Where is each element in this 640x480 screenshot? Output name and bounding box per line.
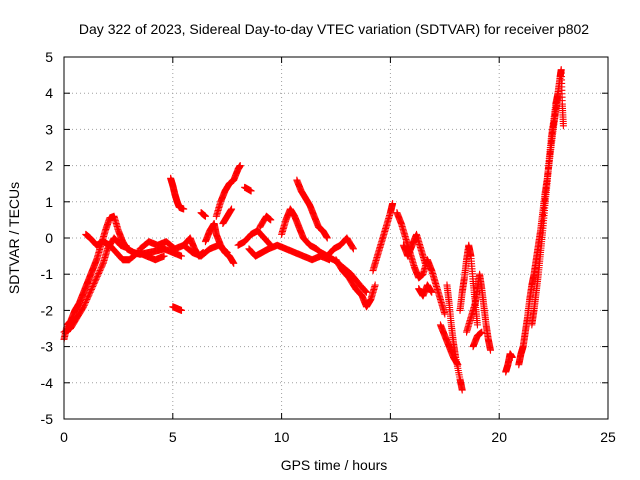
data-point bbox=[428, 288, 436, 296]
y-tick-label: -1 bbox=[41, 266, 54, 282]
data-point bbox=[389, 200, 397, 208]
data-point bbox=[99, 261, 107, 269]
data-point bbox=[94, 271, 102, 279]
data-point bbox=[96, 267, 104, 275]
data-point bbox=[247, 187, 255, 195]
data-point bbox=[80, 301, 88, 309]
data-point bbox=[267, 216, 275, 224]
data-point bbox=[362, 288, 370, 296]
data-point bbox=[178, 252, 186, 260]
data-point bbox=[486, 346, 494, 354]
data-point bbox=[93, 272, 101, 280]
y-tick-label: 0 bbox=[45, 230, 53, 246]
data-point bbox=[458, 386, 466, 394]
data-point bbox=[86, 288, 94, 296]
data-point bbox=[559, 122, 567, 130]
data-point bbox=[95, 268, 103, 276]
data-point bbox=[371, 281, 379, 289]
data-point bbox=[98, 262, 106, 270]
data-point bbox=[478, 328, 486, 336]
y-axis-label: SDTVAR / TECUs bbox=[6, 182, 22, 294]
grid bbox=[64, 57, 608, 419]
y-tick-label: 3 bbox=[45, 121, 53, 137]
x-tick-label: 10 bbox=[274, 429, 290, 445]
data-point bbox=[89, 281, 97, 289]
y-tick-label: -5 bbox=[41, 411, 54, 427]
data-point bbox=[85, 290, 93, 298]
x-tick-label: 5 bbox=[169, 429, 177, 445]
data-point bbox=[349, 245, 357, 253]
data-point bbox=[125, 245, 133, 253]
x-tick-label: 0 bbox=[60, 429, 68, 445]
data-point bbox=[323, 234, 331, 242]
y-tick-label: 2 bbox=[45, 158, 53, 174]
data-point bbox=[92, 275, 100, 283]
data-point bbox=[160, 252, 168, 260]
x-tick-label: 20 bbox=[491, 429, 507, 445]
data-point bbox=[84, 294, 92, 302]
data-point bbox=[87, 287, 95, 295]
data-point bbox=[84, 293, 92, 301]
data-point bbox=[201, 212, 209, 220]
data-point bbox=[81, 300, 89, 308]
data-point bbox=[89, 283, 97, 291]
data-point bbox=[230, 259, 238, 267]
x-tick-label: 25 bbox=[600, 429, 616, 445]
data-point bbox=[97, 265, 105, 273]
data-point bbox=[90, 280, 98, 288]
y-tick-label: -2 bbox=[41, 302, 54, 318]
data-point bbox=[95, 269, 103, 277]
data-point bbox=[91, 278, 99, 286]
data-point bbox=[473, 321, 481, 329]
y-tick-label: 5 bbox=[45, 49, 53, 65]
y-tick-label: 1 bbox=[45, 194, 53, 210]
data-point bbox=[362, 288, 370, 296]
data-point bbox=[508, 353, 516, 361]
axis-ticks: 0 5 10 15 20 25 -5 -4 -3 -2 -1 0 1 2 3 4 5 bbox=[41, 49, 616, 445]
x-tick-label: 15 bbox=[383, 429, 399, 445]
data-point bbox=[83, 296, 91, 304]
data-point bbox=[180, 205, 188, 213]
data-point bbox=[361, 287, 369, 295]
data-point bbox=[236, 162, 244, 170]
data-point bbox=[93, 274, 101, 282]
data-points bbox=[60, 66, 567, 394]
data-point bbox=[85, 291, 93, 299]
data-point bbox=[349, 244, 357, 252]
y-tick-label: 4 bbox=[45, 85, 53, 101]
data-point bbox=[80, 303, 88, 311]
data-point bbox=[88, 284, 96, 292]
data-point bbox=[97, 264, 105, 272]
data-point bbox=[421, 259, 429, 267]
y-tick-label: -3 bbox=[41, 339, 54, 355]
series-sdtvar bbox=[60, 66, 567, 394]
data-point bbox=[87, 285, 95, 293]
data-point bbox=[178, 306, 186, 314]
data-point bbox=[91, 277, 99, 285]
y-tick-label: -4 bbox=[41, 375, 54, 391]
data-point bbox=[82, 297, 90, 305]
data-point bbox=[199, 248, 207, 256]
data-point bbox=[82, 298, 90, 306]
data-point bbox=[228, 205, 236, 213]
chart-title: Day 322 of 2023, Sidereal Day-to-day VTE… bbox=[79, 21, 589, 37]
x-axis-label: GPS time / hours bbox=[281, 457, 388, 473]
